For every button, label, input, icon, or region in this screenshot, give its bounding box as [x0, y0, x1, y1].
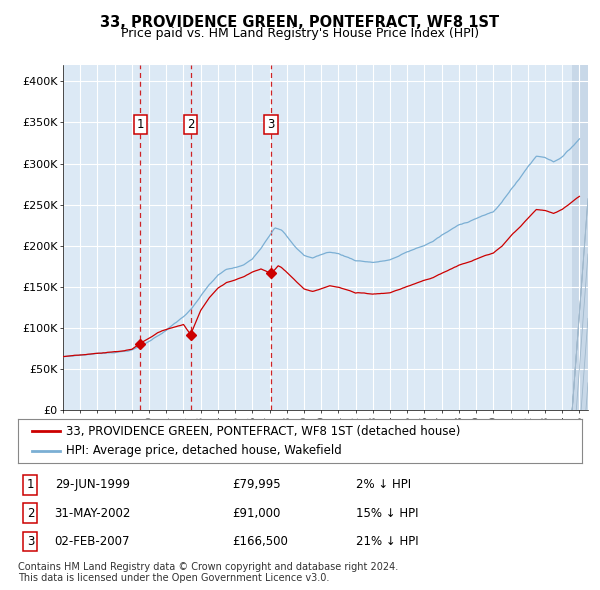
Text: HPI: Average price, detached house, Wakefield: HPI: Average price, detached house, Wake… [66, 444, 341, 457]
Text: £166,500: £166,500 [232, 535, 288, 548]
Text: 1: 1 [137, 117, 144, 130]
Text: Price paid vs. HM Land Registry's House Price Index (HPI): Price paid vs. HM Land Registry's House … [121, 27, 479, 40]
Text: 15% ↓ HPI: 15% ↓ HPI [356, 507, 419, 520]
Text: £91,000: £91,000 [232, 507, 281, 520]
Bar [572, 65, 588, 410]
Text: Contains HM Land Registry data © Crown copyright and database right 2024.
This d: Contains HM Land Registry data © Crown c… [18, 562, 398, 584]
Text: 1: 1 [26, 478, 34, 491]
Text: 2% ↓ HPI: 2% ↓ HPI [356, 478, 412, 491]
Text: 2: 2 [187, 117, 194, 130]
Text: 21% ↓ HPI: 21% ↓ HPI [356, 535, 419, 548]
Text: 29-JUN-1999: 29-JUN-1999 [55, 478, 130, 491]
Text: 02-FEB-2007: 02-FEB-2007 [55, 535, 130, 548]
Text: 3: 3 [27, 535, 34, 548]
Text: 33, PROVIDENCE GREEN, PONTEFRACT, WF8 1ST: 33, PROVIDENCE GREEN, PONTEFRACT, WF8 1S… [100, 15, 500, 30]
Text: 3: 3 [268, 117, 275, 130]
Text: 33, PROVIDENCE GREEN, PONTEFRACT, WF8 1ST (detached house): 33, PROVIDENCE GREEN, PONTEFRACT, WF8 1S… [66, 425, 460, 438]
Text: 31-MAY-2002: 31-MAY-2002 [55, 507, 131, 520]
Text: 2: 2 [26, 507, 34, 520]
Text: £79,995: £79,995 [232, 478, 281, 491]
